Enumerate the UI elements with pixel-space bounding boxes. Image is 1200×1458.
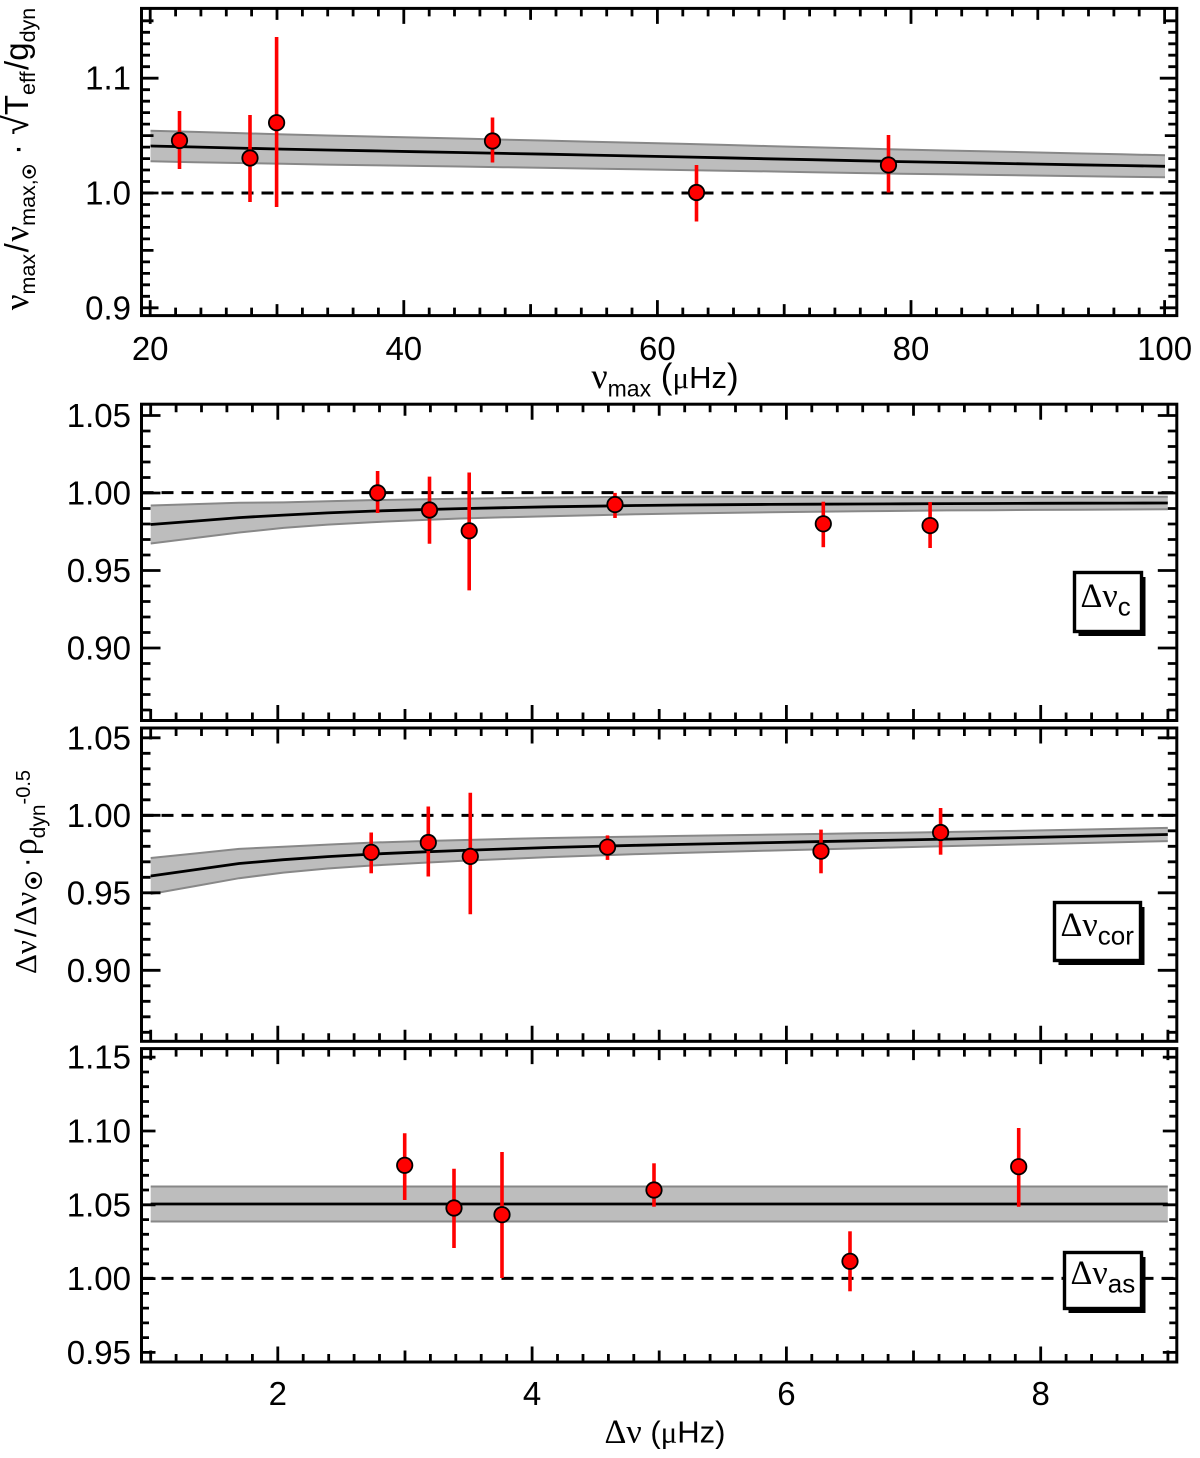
svg-text:Δν/Δν ·ρdyn-0.5: Δν/Δν ·ρdyn-0.5 <box>7 770 50 974</box>
svg-text:0.9: 0.9 <box>85 289 131 326</box>
svg-text:20: 20 <box>132 330 169 367</box>
svg-text:40: 40 <box>385 330 422 367</box>
svg-text:1.00: 1.00 <box>67 1260 131 1297</box>
svg-text:100: 100 <box>1137 330 1192 367</box>
svg-text:1.00: 1.00 <box>67 797 131 834</box>
svg-text:4: 4 <box>523 1375 541 1412</box>
svg-text:0.90: 0.90 <box>67 952 131 989</box>
svg-text:1.05: 1.05 <box>67 1186 131 1223</box>
svg-text:0.95: 0.95 <box>67 552 131 589</box>
svg-text:0.95: 0.95 <box>67 874 131 911</box>
svg-text:1.00: 1.00 <box>67 475 131 512</box>
svg-text:Δν (μHz): Δν (μHz) <box>604 1414 725 1451</box>
svg-text:1.05: 1.05 <box>67 397 131 434</box>
svg-text:80: 80 <box>893 330 930 367</box>
svg-text:0.95: 0.95 <box>67 1334 131 1371</box>
svg-text:8: 8 <box>1032 1375 1050 1412</box>
svg-text:Δνc: Δνc <box>1081 578 1131 622</box>
svg-text:1.15: 1.15 <box>67 1039 131 1076</box>
svg-text:1.05: 1.05 <box>67 719 131 756</box>
svg-text:νmax (μHz): νmax (μHz) <box>591 356 738 402</box>
svg-text:2: 2 <box>269 1375 287 1412</box>
svg-text:1.10: 1.10 <box>67 1113 131 1150</box>
svg-text:1.0: 1.0 <box>85 175 131 212</box>
svg-text:1.1: 1.1 <box>85 60 131 97</box>
svg-text:νmax/νmax, · √Teff/gdyn: νmax/νmax, · √Teff/gdyn <box>0 8 40 311</box>
svg-text:6: 6 <box>777 1375 795 1412</box>
svg-text:60: 60 <box>639 330 676 367</box>
svg-text:0.90: 0.90 <box>67 630 131 667</box>
